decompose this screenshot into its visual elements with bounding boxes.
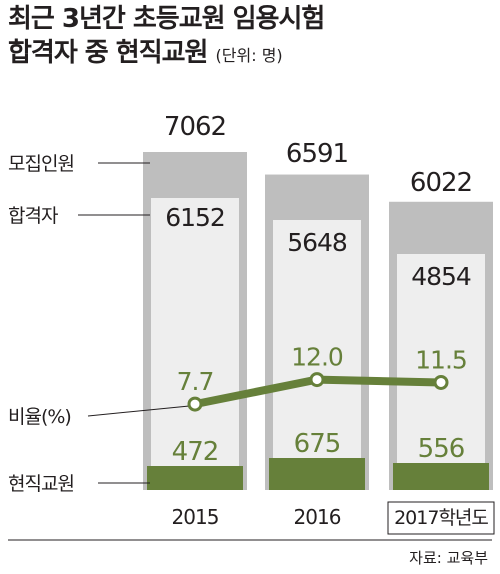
current-value-label: 472 bbox=[172, 437, 219, 467]
category-highlight-box bbox=[387, 501, 495, 535]
current-bar bbox=[147, 466, 243, 490]
category-label: 2015 bbox=[172, 505, 219, 529]
passed-value-label: 5648 bbox=[287, 228, 347, 257]
current-bar bbox=[269, 458, 365, 490]
unit-label: (단위: 명) bbox=[215, 46, 283, 65]
ratio-value-label: 11.5 bbox=[415, 345, 467, 374]
passed-bar bbox=[273, 220, 361, 489]
ratio-value-label: 7.7 bbox=[177, 367, 214, 396]
current-bar bbox=[393, 463, 489, 490]
ratio-point bbox=[187, 396, 203, 412]
legend-ratio-leader bbox=[87, 405, 189, 417]
passed-bar bbox=[151, 198, 239, 489]
ratio-point bbox=[309, 372, 325, 388]
category-label: 2017학년도 bbox=[394, 507, 488, 529]
passed-value-label: 4854 bbox=[411, 262, 471, 291]
chart-title: 최근 3년간 초등교원 임용시험 합격자 중 현직교원 (단위: 명) bbox=[8, 2, 325, 73]
title-line-1: 최근 3년간 초등교원 임용시험 bbox=[8, 4, 325, 34]
title-line-2-text: 합격자 중 현직교원 bbox=[8, 38, 208, 68]
legend-ratio-label: 비율(%) bbox=[8, 406, 71, 428]
recruit-value-label: 7062 bbox=[164, 112, 226, 142]
title-line-2: 합격자 중 현직교원 (단위: 명) bbox=[8, 36, 324, 73]
legend-recruit-label: 모집인원 bbox=[8, 153, 74, 175]
ratio-point bbox=[433, 374, 449, 390]
passed-value-label: 6152 bbox=[165, 203, 225, 232]
category-label: 2016 bbox=[294, 505, 341, 529]
current-value-label: 556 bbox=[418, 434, 465, 464]
source-label: 자료: 교육부 bbox=[409, 549, 488, 567]
legend-passed-label: 합격자 bbox=[8, 205, 58, 227]
recruit-value-label: 6591 bbox=[286, 139, 348, 169]
recruit-value-label: 6022 bbox=[410, 168, 472, 198]
ratio-value-label: 12.0 bbox=[291, 343, 343, 372]
legend-current-label: 현직교원 bbox=[8, 473, 74, 495]
current-value-label: 675 bbox=[294, 429, 341, 459]
passed-bar bbox=[397, 254, 485, 489]
